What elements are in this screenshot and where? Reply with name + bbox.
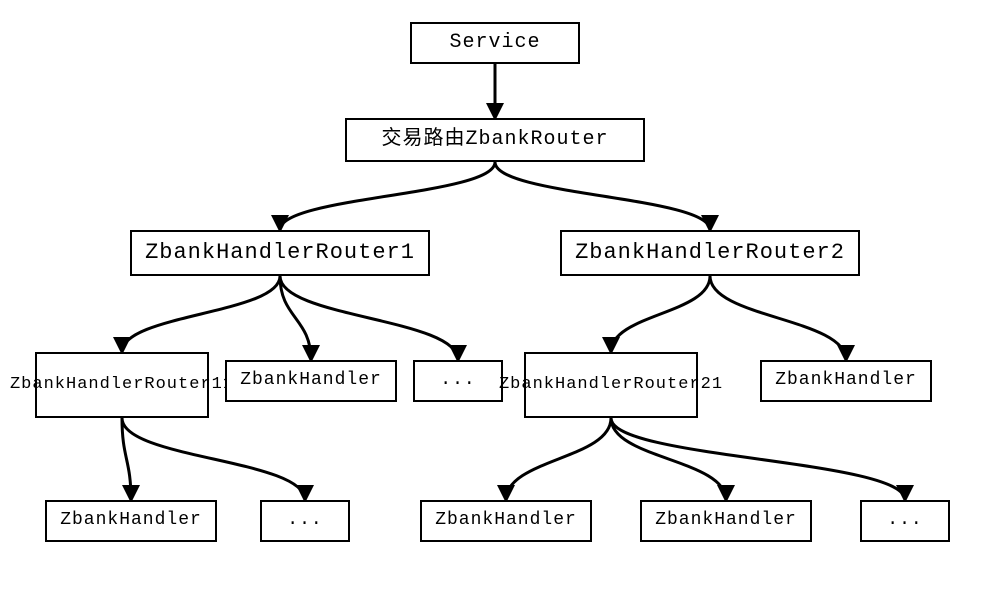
edge-hr21-h4a: [506, 418, 611, 500]
edge-hr1-hr11: [122, 276, 280, 352]
edge-hr21-h4b: [611, 418, 726, 500]
node-h4c: ...: [860, 500, 950, 542]
edge-hr1-h1c: [280, 276, 458, 360]
node-label: ZbankHandler: [435, 510, 577, 532]
node-h2b: ZbankHandler: [760, 360, 932, 402]
node-label: ZbankHandlerRouter21: [499, 375, 723, 395]
node-h3b: ...: [260, 500, 350, 542]
node-label: ZbankHandlerRouter1: [145, 240, 415, 266]
node-label: ...: [287, 510, 322, 532]
node-h1b: ZbankHandler: [225, 360, 397, 402]
edge-hr21-h4c: [611, 418, 905, 500]
node-label: ...: [440, 370, 475, 392]
node-label: ZbankHandlerRouter11: [10, 375, 234, 395]
node-label: ZbankHandler: [60, 510, 202, 532]
edge-hr11-h3b: [122, 418, 305, 500]
node-h3a: ZbankHandler: [45, 500, 217, 542]
edge-router-hr1: [280, 162, 495, 230]
edge-hr2-hr21: [611, 276, 710, 352]
node-h4b: ZbankHandler: [640, 500, 812, 542]
node-label: ZbankHandler: [655, 510, 797, 532]
edge-hr2-h2b: [710, 276, 846, 360]
edge-hr11-h3a: [122, 418, 131, 500]
node-hr1: ZbankHandlerRouter1: [130, 230, 430, 276]
node-hr21: ZbankHandlerRouter21: [524, 352, 698, 418]
node-service: Service: [410, 22, 580, 64]
node-label: ZbankHandlerRouter2: [575, 240, 845, 266]
node-hr11: ZbankHandlerRouter11: [35, 352, 209, 418]
node-label: ZbankHandler: [775, 370, 917, 392]
edge-router-hr2: [495, 162, 710, 230]
node-label: 交易路由ZbankRouter: [381, 128, 608, 152]
edge-hr1-h1b: [280, 276, 311, 360]
node-hr2: ZbankHandlerRouter2: [560, 230, 860, 276]
node-router: 交易路由ZbankRouter: [345, 118, 645, 162]
node-label: ZbankHandler: [240, 370, 382, 392]
node-label: Service: [449, 31, 540, 55]
node-label: ...: [887, 510, 922, 532]
node-h1c: ...: [413, 360, 503, 402]
